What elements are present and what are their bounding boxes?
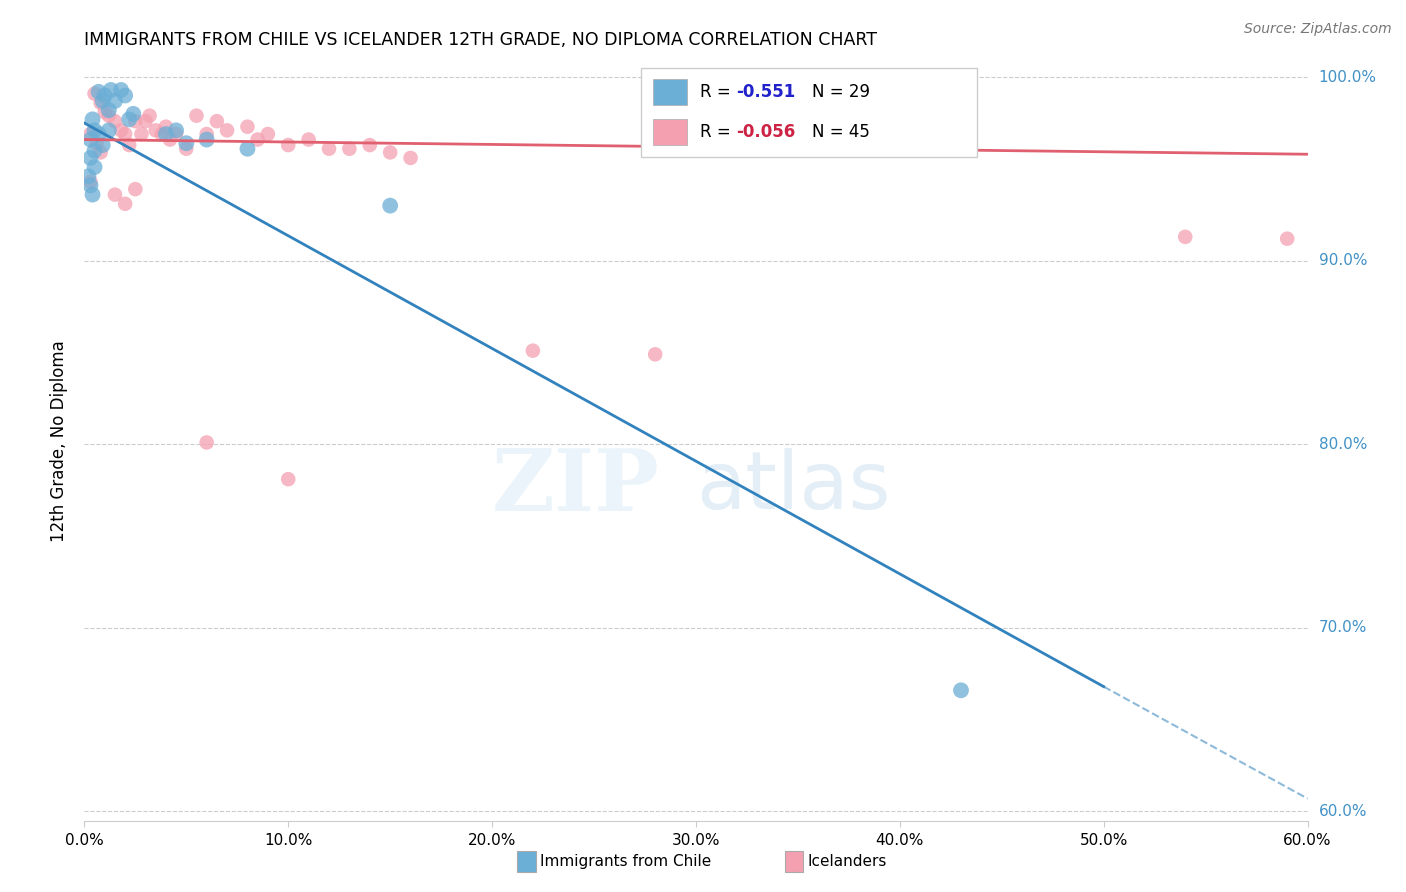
Text: N = 45: N = 45 <box>813 123 870 141</box>
Point <box>82 187 104 202</box>
Point <box>97 109 120 123</box>
Text: Immigrants from Chile: Immigrants from Chile <box>540 855 711 869</box>
Point <box>236 120 259 134</box>
Point <box>83 87 105 101</box>
Point <box>155 127 177 141</box>
Point <box>79 151 101 165</box>
Text: ZIP: ZIP <box>492 445 659 529</box>
Point <box>298 132 321 146</box>
Point <box>195 435 218 450</box>
Point <box>90 95 112 110</box>
Text: R =: R = <box>700 83 735 101</box>
Text: 70.0%: 70.0% <box>1319 620 1367 635</box>
Point <box>124 182 146 196</box>
Point <box>110 83 132 97</box>
Point <box>236 142 259 156</box>
Point <box>195 127 218 141</box>
FancyBboxPatch shape <box>654 120 688 145</box>
Point <box>205 114 228 128</box>
Point <box>277 472 299 486</box>
Point <box>118 112 141 127</box>
Point <box>118 138 141 153</box>
Point <box>217 123 239 137</box>
Point <box>195 132 218 146</box>
Point <box>165 127 187 141</box>
Point <box>186 109 208 123</box>
Point <box>131 127 153 141</box>
Text: IMMIGRANTS FROM CHILE VS ICELANDER 12TH GRADE, NO DIPLOMA CORRELATION CHART: IMMIGRANTS FROM CHILE VS ICELANDER 12TH … <box>84 31 877 49</box>
Text: -0.056: -0.056 <box>737 123 796 141</box>
Point <box>318 142 340 156</box>
Point <box>114 88 136 103</box>
Point <box>87 127 110 141</box>
Text: 90.0%: 90.0% <box>1319 253 1367 268</box>
Point <box>79 127 101 141</box>
Point <box>86 136 108 151</box>
Point <box>90 145 112 160</box>
FancyBboxPatch shape <box>654 79 688 105</box>
Point <box>145 123 167 137</box>
Point <box>79 175 101 189</box>
Point <box>114 196 136 211</box>
Point <box>950 683 973 698</box>
Point <box>138 109 160 123</box>
Point <box>339 142 360 156</box>
Point <box>114 127 136 141</box>
Point <box>165 123 187 137</box>
Point <box>1174 230 1197 244</box>
Point <box>277 138 299 153</box>
Point <box>380 199 402 213</box>
Text: -0.551: -0.551 <box>737 83 796 101</box>
Point <box>399 151 422 165</box>
Y-axis label: 12th Grade, No Diploma: 12th Grade, No Diploma <box>51 341 69 542</box>
Point <box>104 187 127 202</box>
Text: Icelanders: Icelanders <box>807 855 886 869</box>
Point <box>257 127 280 141</box>
Point <box>77 169 100 184</box>
Point <box>104 114 127 128</box>
Point <box>91 138 114 153</box>
Point <box>124 114 146 128</box>
Point <box>150 127 173 141</box>
Point <box>97 123 120 137</box>
Point <box>380 145 402 160</box>
Point <box>83 160 105 174</box>
Point <box>93 88 115 103</box>
Point <box>246 132 269 146</box>
Point <box>97 103 120 118</box>
Point <box>79 178 101 193</box>
Point <box>135 114 157 128</box>
Point <box>100 83 122 97</box>
Text: Source: ZipAtlas.com: Source: ZipAtlas.com <box>1244 22 1392 37</box>
Point <box>1275 232 1298 246</box>
Point <box>93 105 115 120</box>
Point <box>174 136 197 151</box>
Point <box>104 94 127 108</box>
Point <box>155 120 177 134</box>
Point <box>522 343 544 358</box>
Point <box>82 112 104 127</box>
Point <box>87 85 110 99</box>
Text: 60.0%: 60.0% <box>1319 804 1367 819</box>
Point <box>83 144 105 158</box>
Point <box>83 123 105 137</box>
Point <box>110 123 132 137</box>
FancyBboxPatch shape <box>641 68 977 157</box>
Point <box>174 142 197 156</box>
Point <box>122 107 145 121</box>
Text: 100.0%: 100.0% <box>1319 70 1376 85</box>
Point <box>79 132 101 146</box>
Point <box>159 132 181 146</box>
Text: 80.0%: 80.0% <box>1319 437 1367 451</box>
Text: N = 29: N = 29 <box>813 83 870 101</box>
Point <box>644 347 666 361</box>
Point <box>359 138 381 153</box>
Point <box>91 94 114 108</box>
Text: atlas: atlas <box>696 448 890 526</box>
Text: R =: R = <box>700 123 735 141</box>
